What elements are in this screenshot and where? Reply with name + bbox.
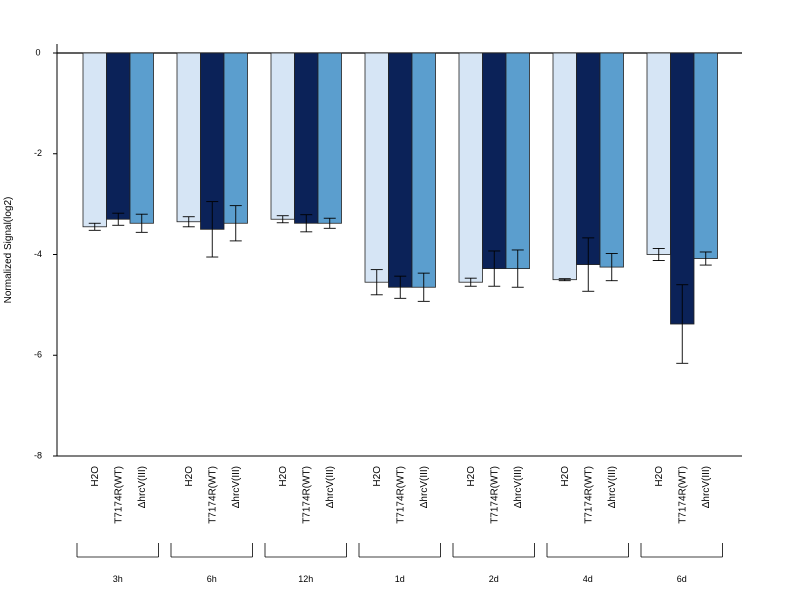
bar [670,52,695,325]
bar-label: H2O [278,466,289,487]
bar [364,52,389,283]
y-axis-label: Normalized Signal(log2) [3,197,14,304]
bar [317,52,342,224]
bar [552,52,577,281]
bar [82,52,107,228]
bar-label: T7174R(WT) [113,466,124,524]
group-label: 6d [677,574,687,584]
bar-label: T7174R(WT) [583,466,594,524]
bar-label: ΔhrcV(III) [325,466,336,508]
y-tick-label: 0 [35,47,40,57]
bar-label: T7174R(WT) [677,466,688,524]
bar [576,52,601,265]
bar-label: H2O [372,466,383,487]
bar [223,52,248,224]
bar [411,52,436,288]
bar [106,52,131,220]
bar [129,52,154,224]
bar [505,52,530,270]
bar [646,52,671,255]
bar [482,52,507,270]
y-tick-label: -2 [34,148,42,158]
bar-label: T7174R(WT) [301,466,312,524]
y-tick-label: -4 [34,249,42,259]
bar-label: ΔhrcV(III) [137,466,148,508]
bar [388,52,413,288]
bar-label: H2O [654,466,665,487]
bar-label: T7174R(WT) [395,466,406,524]
bar-label: ΔhrcV(III) [701,466,712,508]
axes: 0 -2 -4 -6 -8 [34,44,742,460]
bar [294,52,319,224]
group-label: 12h [298,574,313,584]
y-tick-label: -6 [34,350,42,360]
bar-label: H2O [90,466,101,487]
bar-label: H2O [184,466,195,487]
group-label: 3h [113,574,123,584]
bar-label: H2O [466,466,477,487]
bar [270,52,295,220]
bar-label: ΔhrcV(III) [419,466,430,508]
category-labels: H2O T7174R(WT) ΔhrcV(III) 3h H2O T7174R(WT) Δh… [76,466,723,584]
bar-label: T7174R(WT) [207,466,218,524]
bar [693,52,718,259]
bars [82,52,718,364]
bar-label: T7174R(WT) [489,466,500,524]
bar-label: ΔhrcV(III) [607,466,618,508]
bar-label: ΔhrcV(III) [513,466,524,508]
y-tick-label: -8 [34,450,42,460]
bar [176,52,201,223]
group-label: 1d [395,574,405,584]
group-label: 2d [489,574,499,584]
bar [458,52,483,283]
group-label: 6h [207,574,217,584]
bar-label: H2O [560,466,571,487]
bar-label: ΔhrcV(III) [231,466,242,508]
group-label: 4d [583,574,593,584]
bar [599,52,624,268]
